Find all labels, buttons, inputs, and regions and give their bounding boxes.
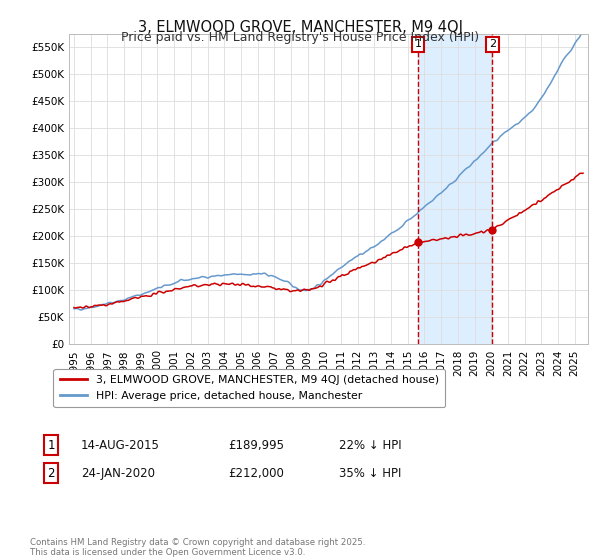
Text: 2: 2 <box>489 39 496 49</box>
Text: Contains HM Land Registry data © Crown copyright and database right 2025.
This d: Contains HM Land Registry data © Crown c… <box>30 538 365 557</box>
Text: 1: 1 <box>47 438 55 452</box>
Text: £189,995: £189,995 <box>228 438 284 452</box>
Legend: 3, ELMWOOD GROVE, MANCHESTER, M9 4QJ (detached house), HPI: Average price, detac: 3, ELMWOOD GROVE, MANCHESTER, M9 4QJ (de… <box>53 368 445 407</box>
Text: 1: 1 <box>415 39 422 49</box>
Text: 14-AUG-2015: 14-AUG-2015 <box>81 438 160 452</box>
Text: 24-JAN-2020: 24-JAN-2020 <box>81 466 155 480</box>
Text: 3, ELMWOOD GROVE, MANCHESTER, M9 4QJ: 3, ELMWOOD GROVE, MANCHESTER, M9 4QJ <box>137 20 463 35</box>
Text: Price paid vs. HM Land Registry's House Price Index (HPI): Price paid vs. HM Land Registry's House … <box>121 31 479 44</box>
Text: £212,000: £212,000 <box>228 466 284 480</box>
Text: 2: 2 <box>47 466 55 480</box>
Bar <box>418 34 493 344</box>
Text: 22% ↓ HPI: 22% ↓ HPI <box>339 438 401 452</box>
Text: 35% ↓ HPI: 35% ↓ HPI <box>339 466 401 480</box>
